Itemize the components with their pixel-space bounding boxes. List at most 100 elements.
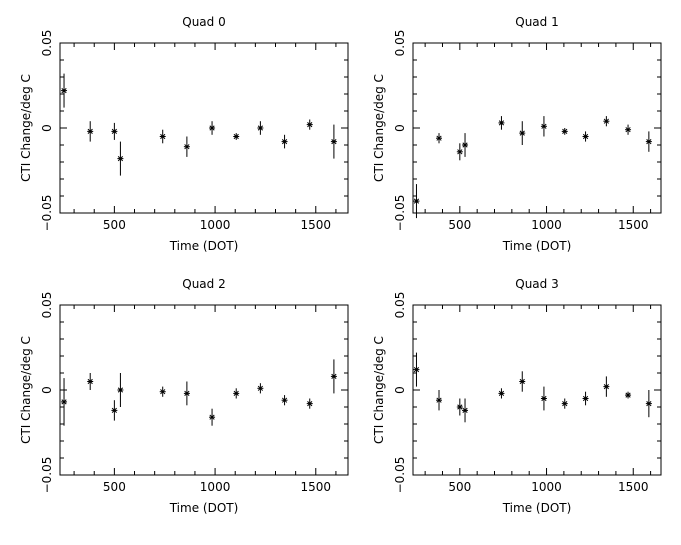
- data-point: [61, 73, 68, 108]
- marker-stroke: [603, 383, 609, 390]
- panel-quad-3: Quad 3 Time (DOT) CTI Change/deg C 500 1…: [372, 277, 662, 515]
- y-tick-label: 0.05: [393, 292, 407, 319]
- x-tick-label: 500: [448, 480, 471, 494]
- panel-title: Quad 0: [182, 15, 225, 29]
- data-point: [159, 129, 166, 144]
- data-point: [257, 121, 264, 135]
- marker-stroke: [281, 397, 288, 403]
- data-point: [159, 386, 166, 397]
- marker-stroke: [462, 407, 468, 414]
- marker-stroke: [331, 373, 337, 380]
- marker-stroke: [562, 128, 568, 135]
- marker-stroke: [184, 390, 190, 397]
- marker-stroke: [582, 133, 589, 140]
- data-point: [561, 398, 568, 409]
- x-tick-label: 1500: [301, 480, 332, 494]
- panel-title: Quad 3: [515, 277, 558, 291]
- data-point: [582, 131, 589, 142]
- marker-stroke: [209, 125, 215, 131]
- marker-stroke: [257, 385, 263, 391]
- marker-stroke: [111, 128, 117, 135]
- marker-stroke: [307, 121, 313, 128]
- panel-quad-1: Quad 1 Time (DOT) CTI Change/deg C 500 1…: [372, 15, 662, 253]
- y-tick-label: −0.05: [393, 457, 407, 494]
- data-point: [306, 398, 313, 409]
- data-point: [413, 352, 420, 387]
- y-tick-label: −0.05: [40, 457, 54, 494]
- marker-stroke: [61, 87, 67, 94]
- plot-frame: [412, 42, 662, 214]
- data-point: [498, 116, 505, 130]
- marker-stroke: [307, 400, 313, 407]
- data-point: [233, 133, 240, 140]
- plot-frame: [59, 42, 349, 214]
- y-tick-label: −0.05: [393, 195, 407, 232]
- marker-stroke: [625, 392, 631, 398]
- marker-stroke: [603, 118, 609, 124]
- y-tick-label: 0: [40, 124, 54, 132]
- marker-stroke: [87, 378, 93, 385]
- marker-stroke: [436, 135, 442, 141]
- panel-quad-2: Quad 2 Time (DOT) CTI Change/deg C 500 1…: [19, 277, 349, 515]
- data-point: [436, 133, 443, 144]
- panel-title: Quad 1: [515, 15, 558, 29]
- marker-stroke: [111, 407, 117, 414]
- marker-stroke: [646, 138, 652, 145]
- x-tick-label: 1000: [531, 480, 562, 494]
- x-axis-label: Time (DOT): [502, 239, 572, 253]
- x-tick-label: 500: [103, 480, 126, 494]
- x-tick-label: 1000: [200, 480, 231, 494]
- marker-stroke: [233, 390, 239, 397]
- data-point: [519, 371, 526, 392]
- x-tick-label: 1500: [618, 480, 649, 494]
- data-point: [519, 121, 526, 145]
- data-point: [456, 398, 463, 416]
- y-tick-label: 0: [393, 124, 407, 132]
- panel-title: Quad 2: [182, 277, 225, 291]
- panel-quad-0: Quad 0 Time (DOT) CTI Change/deg C 500 1…: [19, 15, 349, 253]
- marker-stroke: [457, 404, 463, 410]
- marker-stroke: [413, 366, 420, 373]
- data-point: [582, 391, 589, 406]
- marker-stroke: [184, 144, 190, 150]
- marker-stroke: [160, 389, 166, 395]
- marker-stroke: [462, 142, 468, 148]
- y-tick-label: 0.05: [393, 30, 407, 57]
- marker-stroke: [413, 198, 420, 204]
- marker-stroke: [519, 130, 525, 136]
- y-tick-label: 0.05: [40, 292, 54, 319]
- data-point: [456, 143, 463, 161]
- x-tick-label: 1500: [618, 218, 649, 232]
- data-point: [498, 388, 505, 399]
- marker-stroke: [117, 155, 124, 162]
- data-point: [183, 136, 190, 157]
- marker-stroke: [436, 397, 442, 403]
- data-point: [257, 383, 264, 394]
- data-point: [413, 184, 420, 219]
- x-tick-label: 500: [448, 218, 471, 232]
- x-tick-label: 1500: [301, 218, 332, 232]
- y-axis-label: CTI Change/deg C: [372, 74, 386, 182]
- marker-stroke: [541, 123, 547, 129]
- marker-stroke: [541, 395, 547, 402]
- data-point: [625, 391, 632, 399]
- marker-stroke: [331, 138, 337, 145]
- data-point: [306, 119, 313, 130]
- data-point: [281, 134, 288, 149]
- marker-stroke: [582, 395, 589, 402]
- marker-stroke: [257, 125, 263, 131]
- marker-stroke: [117, 387, 124, 393]
- marker-stroke: [498, 120, 505, 126]
- data-point: [645, 131, 652, 152]
- marker-stroke: [160, 133, 166, 140]
- marker-stroke: [625, 127, 631, 133]
- data-point: [540, 386, 547, 411]
- data-point: [625, 124, 632, 135]
- data-point: [111, 400, 118, 421]
- data-point: [330, 359, 337, 394]
- data-point: [281, 395, 288, 406]
- marker-stroke: [209, 414, 215, 420]
- y-tick-label: 0: [40, 386, 54, 394]
- y-tick-label: 0: [393, 386, 407, 394]
- marker-stroke: [498, 390, 505, 397]
